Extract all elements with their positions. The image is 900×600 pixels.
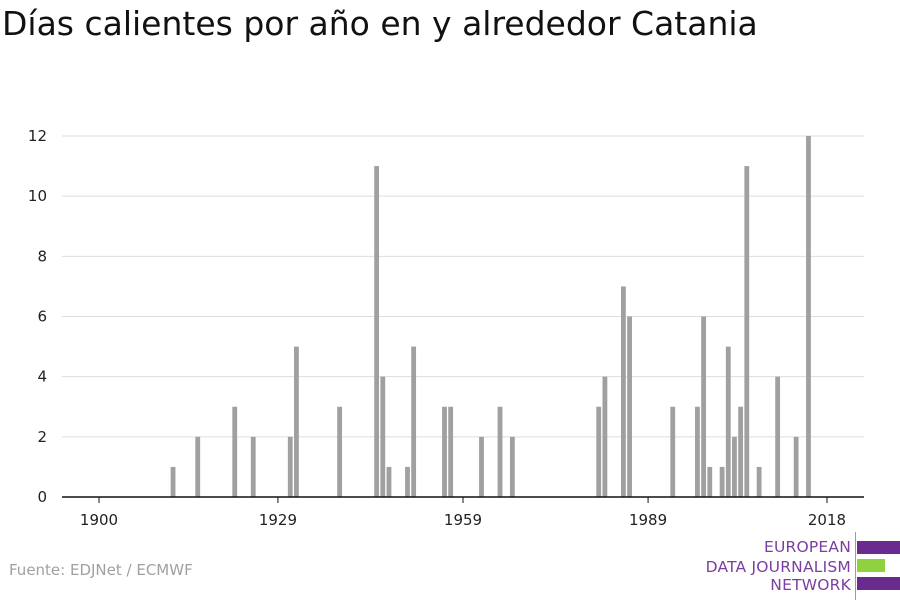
bar bbox=[695, 406, 700, 497]
logo-stripe-top bbox=[857, 541, 900, 554]
y-axis: 0 2 4 6 8 10 12 bbox=[28, 127, 47, 506]
bar bbox=[719, 466, 725, 497]
y-tick-label: 12 bbox=[28, 127, 47, 145]
bar bbox=[497, 406, 503, 497]
logo-line-1: EUROPEAN bbox=[763, 538, 851, 556]
logo-stripe-bottom bbox=[857, 577, 900, 590]
bar bbox=[442, 406, 447, 497]
bar bbox=[250, 436, 256, 497]
x-tick-label: 1959 bbox=[444, 511, 482, 529]
bar bbox=[725, 346, 731, 497]
source-note: Fuente: EDJNet / ECMWF bbox=[9, 561, 193, 579]
x-tick-label: 1900 bbox=[80, 511, 118, 529]
bar bbox=[744, 166, 750, 498]
logo-stripe-middle bbox=[857, 559, 885, 572]
bar bbox=[337, 406, 343, 497]
edjnet-logo: EUROPEAN DATA JOURNALISM NETWORK bbox=[700, 532, 900, 600]
bar bbox=[701, 316, 707, 497]
logo-divider bbox=[855, 532, 856, 600]
gridlines bbox=[62, 135, 864, 438]
bar bbox=[620, 286, 626, 497]
bar bbox=[479, 436, 484, 497]
bar bbox=[448, 406, 454, 497]
y-tick-label: 10 bbox=[28, 187, 47, 205]
y-tick-label: 6 bbox=[37, 308, 47, 326]
bar bbox=[380, 376, 386, 497]
bar bbox=[374, 166, 380, 498]
bar bbox=[670, 406, 676, 497]
bar bbox=[232, 406, 238, 497]
x-tick-label: 1989 bbox=[629, 511, 667, 529]
bar bbox=[294, 346, 299, 497]
x-tick-label: 2018 bbox=[808, 511, 846, 529]
y-tick-label: 0 bbox=[37, 488, 47, 506]
bar bbox=[738, 406, 744, 497]
y-tick-label: 2 bbox=[37, 428, 47, 446]
bar bbox=[405, 466, 410, 497]
y-tick-label: 4 bbox=[37, 368, 47, 386]
bar bbox=[386, 466, 392, 497]
bar bbox=[806, 136, 811, 497]
bar bbox=[411, 346, 417, 497]
bars bbox=[170, 136, 811, 498]
bar bbox=[707, 466, 713, 497]
bar bbox=[627, 316, 632, 497]
bar bbox=[170, 466, 176, 497]
logo-line-3: NETWORK bbox=[770, 576, 851, 594]
bar bbox=[596, 406, 602, 497]
y-tick-label: 8 bbox=[37, 247, 47, 265]
bar bbox=[195, 436, 201, 497]
bar bbox=[287, 436, 293, 497]
x-axis: 1900 1929 1959 1989 2018 bbox=[62, 496, 864, 529]
logo-line-2: DATA JOURNALISM bbox=[705, 558, 851, 576]
bar bbox=[509, 436, 515, 497]
bar bbox=[732, 436, 737, 497]
bar bbox=[775, 376, 781, 497]
chart-title: Días calientes por año en y alrededor Ca… bbox=[2, 4, 758, 43]
x-tick-label: 1929 bbox=[259, 511, 297, 529]
bar bbox=[602, 376, 608, 497]
bar bbox=[756, 466, 762, 497]
bar bbox=[793, 436, 799, 497]
